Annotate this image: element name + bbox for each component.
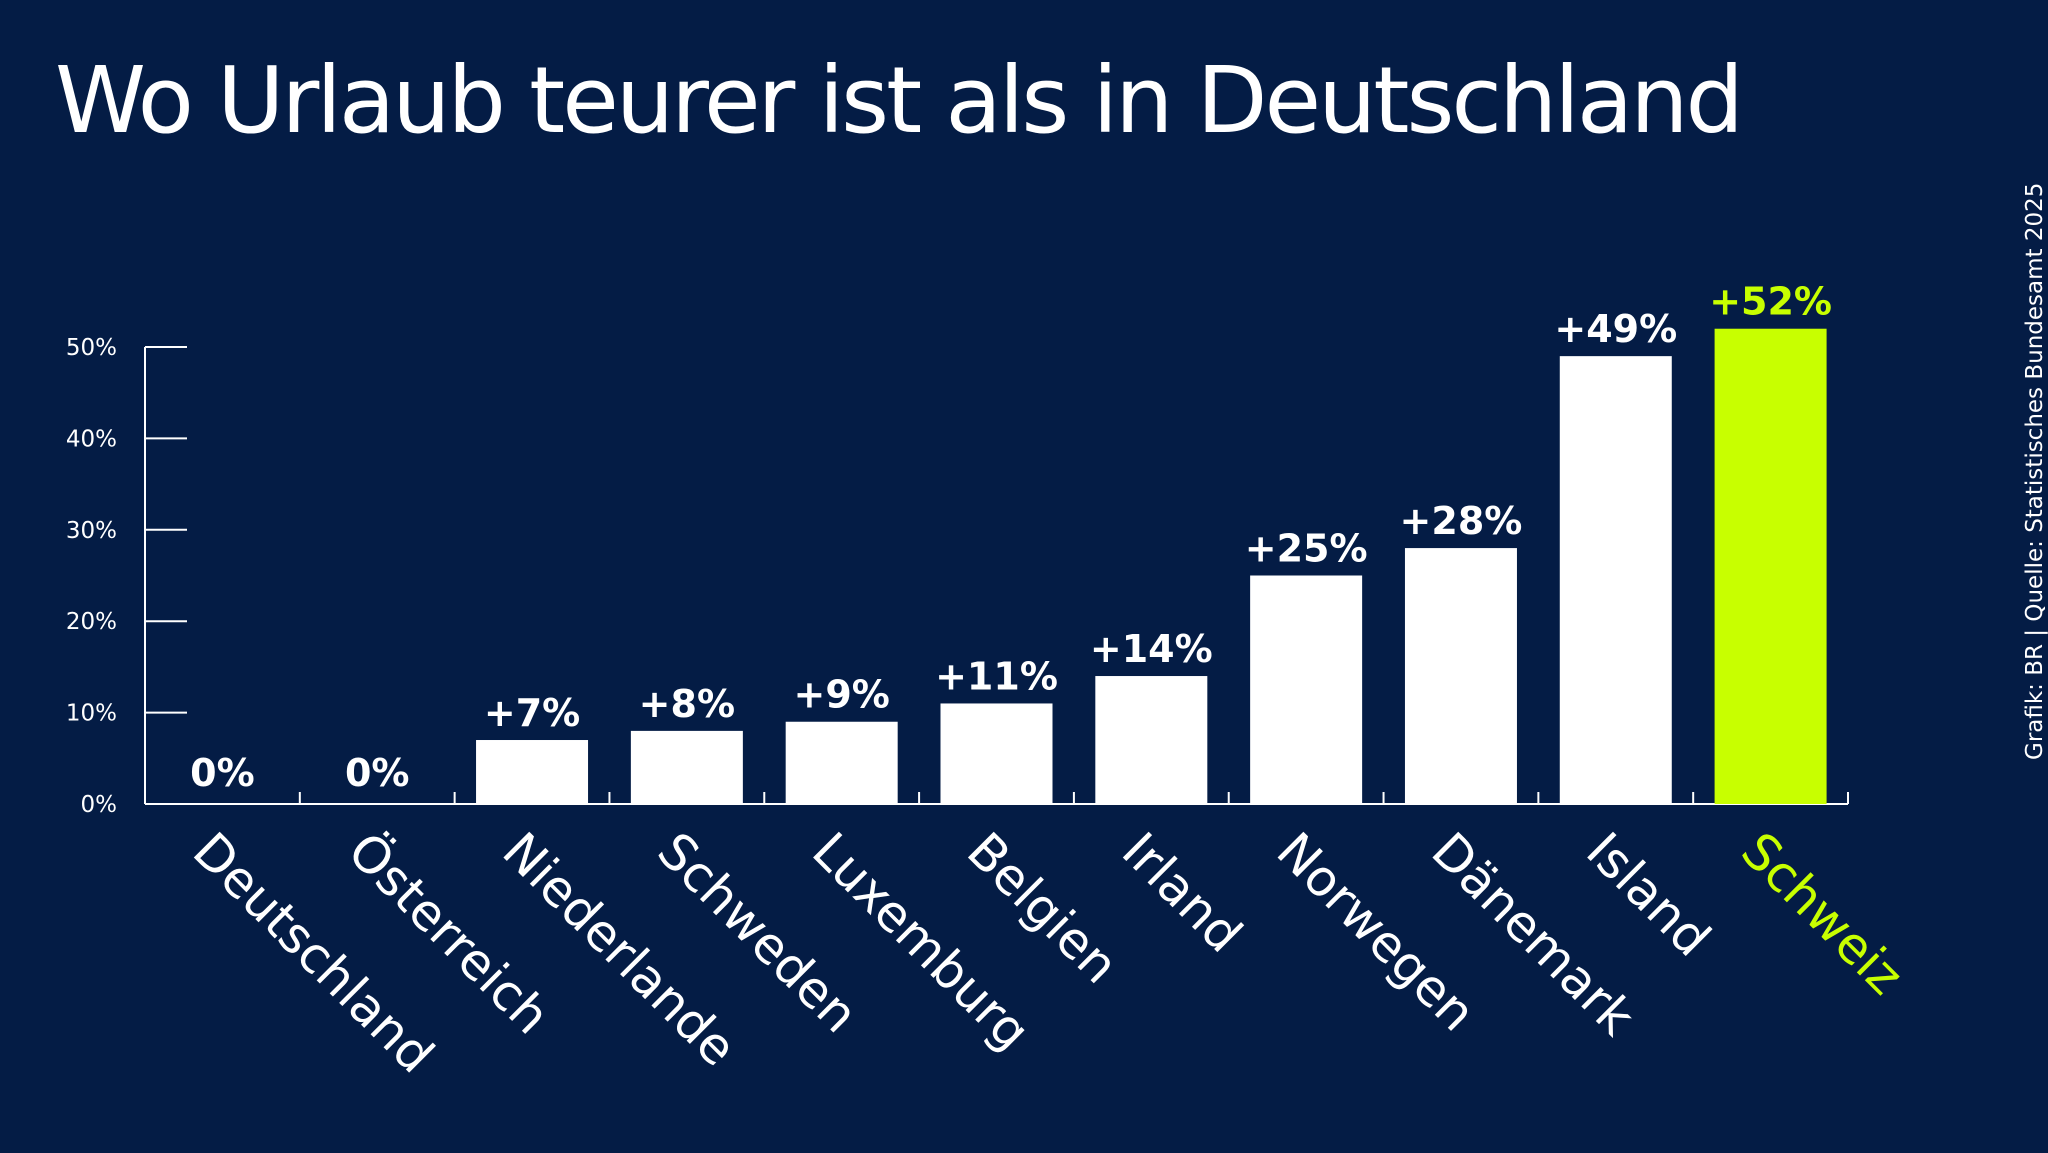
value-label: +14% [1090,627,1213,671]
value-label: +11% [935,654,1058,698]
value-labels: 0% 0% +7% +8% +9% +11% +14% +25% +28% +49% +52% [190,280,1832,795]
y-tick-label: 20% [66,609,117,635]
value-label: +28% [1400,499,1523,543]
bars [476,328,1827,804]
value-label: 0% [345,751,410,795]
value-label: 0% [190,751,255,795]
source-note: Grafik: BR | Quelle: Statistisches Bunde… [2022,182,2048,760]
bar-belgien [940,703,1053,804]
y-tick-label: 10% [66,701,117,727]
bar-island [1559,356,1672,804]
category-label: Schweiz [1730,821,1914,1005]
bar-norwegen [1250,575,1363,804]
bar-schweden [630,730,743,804]
chart-title: Wo Urlaub teurer ist als in Deutschland [55,47,1744,154]
value-label: +52% [1709,280,1832,324]
value-label: +9% [794,673,890,717]
value-label: +8% [639,682,735,726]
category-labels: DeutschlandÖsterreichNiederlandeSchweden… [182,821,1915,1084]
bar-schweiz [1714,328,1827,804]
category-label: Irland [1111,821,1253,963]
bar-niederlande [476,740,589,804]
y-tick-label: 0% [81,792,118,818]
category-label: Island [1575,821,1721,967]
bar-irland [1095,676,1208,804]
y-tick-label: 40% [66,426,117,452]
bar-dänemark [1404,548,1517,804]
y-tick-label: 50% [66,335,117,361]
y-tick-label: 30% [66,518,117,544]
bar-luxemburg [785,721,898,804]
value-label: +7% [484,691,580,735]
value-label: +25% [1245,527,1368,571]
value-label: +49% [1554,307,1677,351]
